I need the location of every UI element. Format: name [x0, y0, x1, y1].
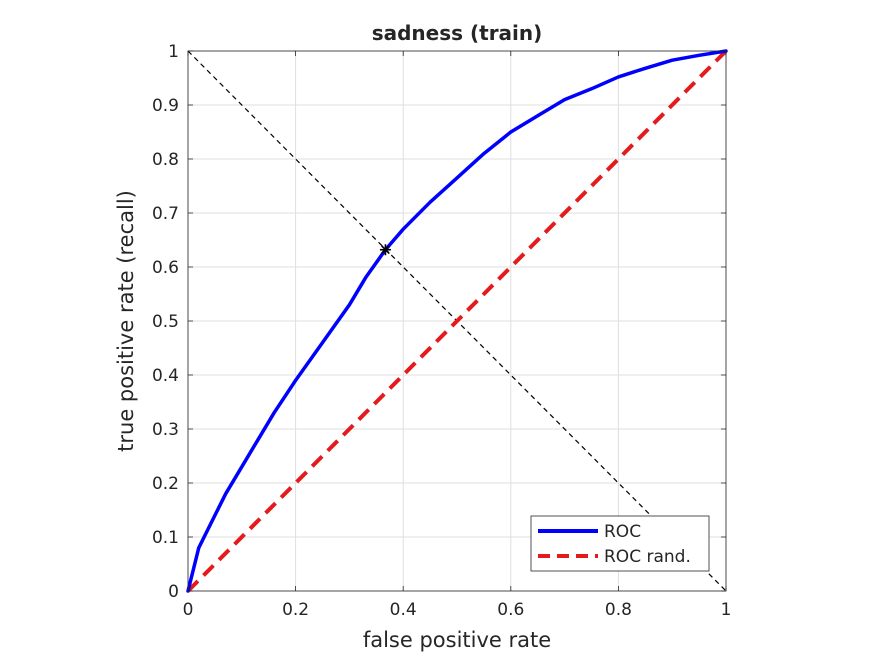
x-tick-label: 0.8 [605, 600, 632, 620]
y-tick-label: 0.4 [152, 366, 179, 386]
legend-label-roc: ROC [604, 522, 641, 542]
y-tick-label: 0.6 [152, 258, 179, 278]
tick-layer: 0 0.2 0.4 0.6 0.8 1 0 0.1 0.2 0.3 0.4 0.5 0.6 0.7 0.8 0… [152, 42, 731, 620]
legend-box [530, 515, 710, 572]
y-tick-label: 0.8 [152, 150, 179, 170]
x-tick-label: 1 [721, 600, 732, 620]
operating-point-marker [379, 244, 391, 256]
y-tick-label: 0.1 [152, 528, 179, 548]
legend: ROC ROC rand. [530, 515, 710, 572]
x-tick-label: 0.4 [390, 600, 417, 620]
x-tick-label: 0.6 [497, 600, 524, 620]
chart-title: sadness (train) [372, 21, 543, 45]
y-axis-label: true positive rate (recall) [114, 190, 138, 452]
y-tick-label: 0.9 [152, 96, 179, 116]
series-line-roc-rand [186, 49, 728, 593]
y-tick-label: 1 [168, 42, 179, 62]
marker-stroke [381, 245, 390, 255]
x-tick-label: 0.2 [282, 600, 309, 620]
y-tick-label: 0.7 [152, 204, 179, 224]
x-axis-label: false positive rate [363, 628, 551, 652]
x-tick-label: 0 [183, 600, 194, 620]
series-line-roc [186, 49, 728, 593]
y-tick-label: 0 [168, 582, 179, 602]
y-tick-label: 0.5 [152, 312, 179, 332]
series-layer [186, 49, 728, 593]
y-tick-label: 0.2 [152, 474, 179, 494]
legend-label-roc-rand: ROC rand. [604, 547, 691, 567]
y-tick-label: 0.3 [152, 420, 179, 440]
